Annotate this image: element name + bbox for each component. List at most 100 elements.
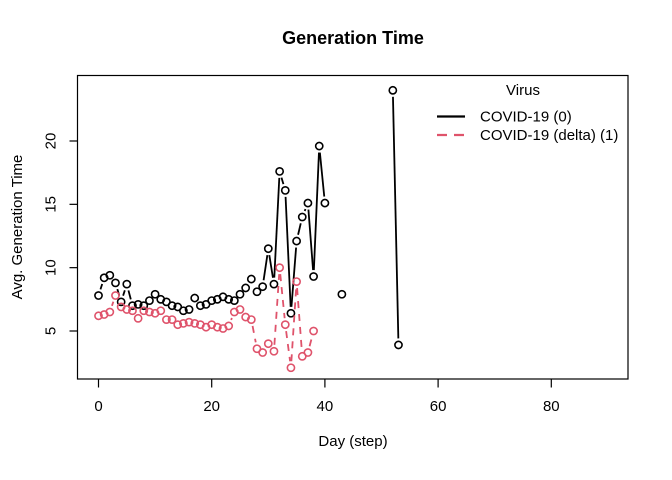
series-segment (312, 152, 320, 271)
series-segment (290, 247, 297, 307)
x-tick-label: 40 (317, 398, 334, 415)
series-segment (273, 274, 281, 345)
data-point (246, 315, 256, 324)
data-point (309, 272, 318, 281)
data-point (207, 296, 217, 305)
data-point (280, 320, 290, 330)
plot-box (76, 74, 629, 380)
data-point (178, 318, 188, 328)
data-point (145, 307, 154, 317)
data-point (292, 236, 301, 246)
data-point (269, 279, 279, 289)
data-point (167, 315, 177, 324)
series-segment (262, 254, 269, 281)
data-point (252, 287, 262, 297)
data-point (195, 301, 205, 311)
data-point (388, 85, 398, 95)
series-segment (308, 337, 313, 347)
data-point (190, 318, 200, 328)
y-axis-label: Avg. Generation Time (9, 155, 26, 300)
data-point (309, 326, 318, 336)
series-segment (122, 290, 126, 296)
series-segment (280, 177, 285, 185)
data-point (303, 348, 313, 357)
data-point (184, 305, 194, 314)
x-tick-label: 20 (203, 398, 220, 415)
data-point (178, 306, 188, 316)
data-point (111, 291, 120, 300)
x-tick-label: 0 (94, 398, 102, 415)
data-point (297, 212, 307, 222)
legend-title: Virus (506, 82, 540, 99)
series-segment (307, 209, 314, 271)
data-point (280, 185, 290, 195)
data-point (269, 346, 279, 356)
data-point (235, 305, 245, 314)
data-point (94, 291, 103, 300)
data-point (286, 308, 296, 318)
x-tick-label: 80 (543, 398, 560, 415)
chart-title: Generation Time (282, 28, 424, 48)
data-point (150, 289, 160, 299)
series-layer (94, 85, 403, 373)
data-point (167, 301, 177, 311)
data-point (314, 141, 324, 151)
series-segment (392, 96, 400, 339)
data-point (133, 299, 143, 309)
data-point (224, 321, 234, 331)
data-point (241, 283, 251, 293)
y-axis-ticks: 5 10 15 20 (43, 133, 78, 335)
data-point (190, 293, 200, 303)
data-point (111, 278, 120, 288)
data-point (139, 306, 149, 316)
data-point (156, 306, 166, 316)
series-segment (279, 274, 286, 319)
data-point (263, 244, 273, 254)
data-point (133, 313, 143, 323)
series-segment (230, 317, 233, 321)
data-point (394, 340, 403, 350)
data-point (246, 274, 256, 284)
y-tick-label: 15 (43, 196, 60, 213)
data-point (105, 307, 115, 317)
series-segment (127, 290, 132, 300)
data-point (286, 363, 296, 373)
data-point (145, 296, 154, 305)
data-point (275, 166, 285, 176)
data-point (212, 322, 222, 332)
data-point (162, 315, 171, 324)
data-point (292, 277, 301, 286)
series-segment (99, 283, 104, 290)
series-segment (251, 325, 257, 343)
series-segment (303, 208, 307, 212)
y-tick-label: 5 (43, 327, 60, 335)
data-point (139, 301, 149, 311)
y-tick-label: 10 (43, 259, 60, 276)
series-covid19 (94, 85, 403, 350)
data-point (235, 289, 245, 299)
data-point (258, 348, 268, 357)
legend-entry-covid19: COVID-19 (0) (480, 109, 572, 126)
legend-entry-covid19-delta: COVID-19 (delta) (1) (480, 127, 618, 144)
series-segment (318, 152, 326, 197)
data-point (116, 297, 126, 307)
data-point (173, 320, 183, 330)
series-segment (297, 223, 302, 235)
data-point (128, 306, 137, 316)
data-point (275, 263, 285, 273)
data-point (258, 282, 268, 292)
data-point (229, 296, 239, 305)
data-point (224, 294, 234, 304)
data-point (320, 198, 330, 208)
series-segment (284, 196, 292, 307)
data-point (263, 339, 273, 349)
x-tick-label: 60 (430, 398, 447, 415)
data-point (122, 305, 132, 314)
series-segment (296, 288, 303, 350)
data-point (184, 317, 194, 327)
series-segment (285, 330, 291, 362)
series-segment (268, 254, 274, 278)
x-axis-ticks: 0 20 40 60 80 (94, 379, 560, 415)
y-tick-label: 20 (43, 133, 60, 150)
